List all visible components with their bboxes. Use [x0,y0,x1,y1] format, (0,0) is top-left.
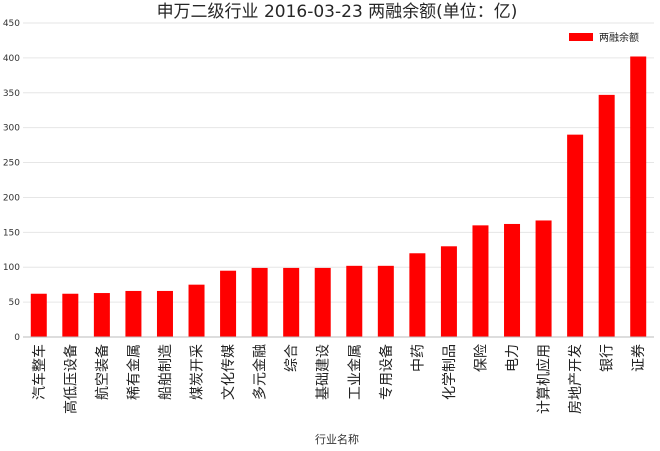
bar [440,246,457,337]
y-tick-label: 100 [3,263,20,273]
y-axis-ticks: 0 50 100 150 200 250 300 350 400 450 [3,19,20,343]
x-tick-label: 综合 [284,344,300,372]
x-tick-label: 文化传媒 [221,344,237,400]
x-tick-label: 银行 [600,344,616,372]
bar [188,284,205,337]
x-tick-label: 船舶制造 [158,344,174,400]
y-tick-label: 50 [9,298,21,308]
bar [535,220,552,337]
y-tick-label: 250 [3,159,20,169]
legend-swatch [569,33,593,41]
grid-lines [23,22,654,303]
bar [251,267,268,337]
x-tick-label: 保险 [473,344,489,372]
legend: 两融余额 [569,31,639,44]
x-tick-label: 电力 [505,344,521,372]
x-tick-label: 汽车整车 [31,344,48,400]
bar [30,293,47,337]
y-tick-label: 0 [14,333,20,343]
bar [346,265,363,337]
chart-title: 申万二级行业 2016-03-23 两融余额(单位：亿) [157,2,518,22]
x-axis-label: 行业名称 [315,432,359,446]
bar [630,56,647,337]
x-tick-label: 中药 [410,344,426,372]
x-tick-label: 煤炭开采 [190,344,206,400]
bars [30,56,647,337]
x-tick-label: 证券 [631,344,647,372]
x-tick-label: 基础建设 [315,344,332,400]
bar [504,223,521,337]
x-tick-label: 稀有金属 [126,344,142,400]
x-tick-label: 高低压设备 [62,344,79,414]
y-tick-label: 400 [3,54,20,64]
bar [314,267,331,337]
x-tick-label: 工业金属 [347,344,363,400]
x-tick-label: 计算机应用 [536,344,553,414]
x-tick-label: 房地产开发 [568,344,584,414]
bar [220,270,237,337]
bar [125,290,142,337]
bar [283,267,300,337]
y-tick-label: 350 [3,89,20,99]
x-tick-label: 多元金融 [252,344,269,400]
x-axis-ticks: 汽车整车 高低压设备 航空装备 稀有金属 船舶制造 煤炭开采 文化传媒 多元金融 综合 基础建设工… [31,344,647,414]
legend-label: 两融余额 [599,31,639,44]
bar [409,253,426,337]
bar [377,265,394,337]
bar [62,293,79,337]
x-tick-label: 航空装备 [94,344,111,400]
y-tick-label: 200 [3,193,20,203]
bar [598,94,615,337]
y-tick-label: 450 [3,19,20,29]
y-tick-label: 300 [3,124,20,134]
x-tick-label: 化学制品 [442,344,458,400]
x-tick-label: 专用设备 [378,344,395,400]
bar [93,293,110,337]
y-tick-label: 150 [3,228,20,238]
bar [156,290,173,337]
bar [472,225,489,337]
bar [567,134,584,337]
